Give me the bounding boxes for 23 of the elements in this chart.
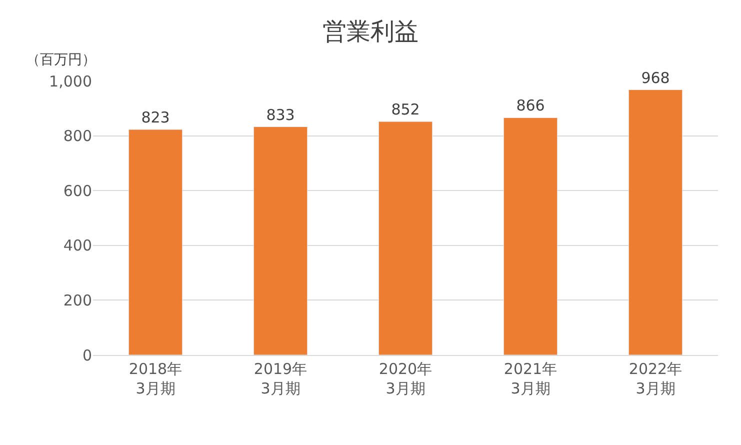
x-tick-label: 2019年 3月期 xyxy=(254,360,308,398)
y-tick-label: 800 xyxy=(63,127,92,146)
data-label: 833 xyxy=(266,106,295,124)
chart-title: 営業利益 xyxy=(322,18,418,46)
bar xyxy=(378,121,433,355)
bar xyxy=(253,126,308,355)
y-tick-label: 1,000 xyxy=(49,72,92,90)
y-tick-label: 200 xyxy=(63,291,92,310)
y-tick-label: 400 xyxy=(63,236,92,255)
x-tick-label: 2022年 3月期 xyxy=(628,360,682,398)
y-tick-label: 600 xyxy=(63,182,92,200)
bar xyxy=(628,90,683,355)
bar xyxy=(128,129,183,355)
data-label: 866 xyxy=(516,96,545,115)
x-tick-label: 2020年 3月期 xyxy=(378,360,432,398)
data-label: 968 xyxy=(641,68,670,87)
x-tick-label: 2021年 3月期 xyxy=(504,360,558,398)
bar xyxy=(503,117,558,355)
data-label: 823 xyxy=(141,108,170,126)
data-label: 852 xyxy=(391,100,420,119)
y-tick-label: 0 xyxy=(82,346,92,364)
y-axis-title: （百万円） xyxy=(26,52,96,68)
x-tick-label: 2018年 3月期 xyxy=(128,360,182,398)
